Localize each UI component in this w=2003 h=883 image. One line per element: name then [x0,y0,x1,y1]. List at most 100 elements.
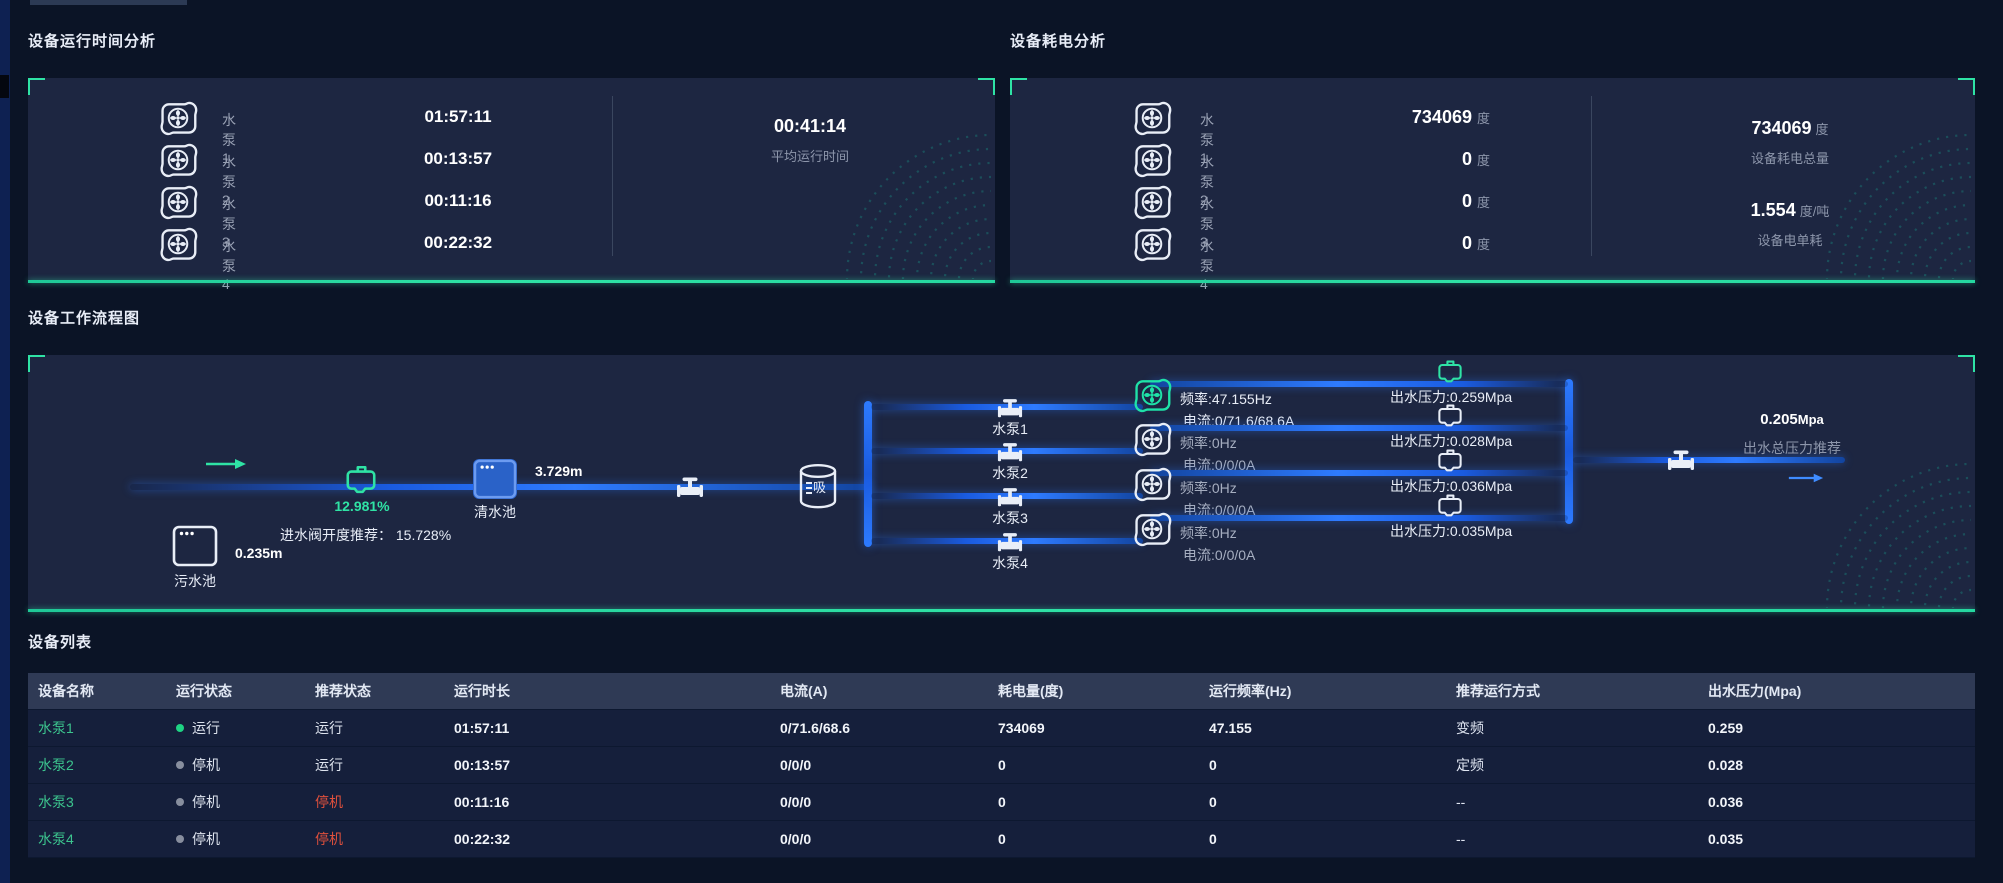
flow-section-title: 设备工作流程图 [28,310,141,327]
outlet-valve-icon [1437,403,1463,427]
unit-cost-label: 设备电单耗 [1757,233,1823,248]
inlet-recommend-value: 15.728% [395,527,452,543]
pump-frequency: 频率:0Hz [1180,480,1237,496]
run-frequency: 0 [1209,794,1217,810]
branch-pump-label: 水泵1 [992,421,1028,437]
panel-bottom-accent [1010,280,1975,283]
table-header-row: 设备名称 运行状态 推荐状态 运行时长 电流(A) 耗电量(度) 运行频率(Hz… [28,673,1975,710]
pump-frequency: 频率:0Hz [1180,525,1237,541]
status-dot-icon [176,798,184,806]
pump-current: 电流:0/0/0A [1183,502,1256,518]
avg-runtime-label: 平均运行时间 [770,149,849,164]
recommend-status: 运行 [315,720,343,736]
sewage-tank-level: 0.235m [235,545,283,561]
pump-icon [1132,182,1172,222]
power-unit: 度 [1476,153,1490,168]
pump-icon [158,224,198,264]
outlet-direction-arrow-icon [1788,472,1824,484]
power-unit-cost-summary: 1.554 度/吨 设备电单耗 [1660,200,1920,249]
divider [1591,96,1592,256]
pump-label: 水泵1 [1200,112,1214,166]
run-frequency: 0 [1209,757,1217,773]
branch-pipe-in [871,493,1143,499]
col-header: 电流(A) [780,683,828,699]
table-row[interactable]: 水泵3 停机 停机 00:11:16 0/0/0 0 0 -- 0.036 [28,784,1975,821]
flow-panel: 12.981% 0.235m 污水池 进水阀开度推荐： 15.728% 清水池 … [28,355,1975,612]
main-valve-icon [676,474,704,498]
table-section-title: 设备列表 [28,634,93,651]
col-header: 运行时长 [454,683,510,699]
top-tab-remnant [30,0,187,5]
branch-pipe-out [1150,425,1568,431]
device-name: 水泵2 [38,757,74,773]
pump-icon [158,182,198,222]
outlet-manifold [1565,379,1573,524]
branch-pipe-in [871,448,1143,454]
current-a: 0/0/0 [780,794,812,810]
branch-valve-icon [997,484,1023,508]
runtime-panel: 水泵1 01:57:11 水泵2 00:13:57 水泵3 00:11:16 水… [28,78,995,292]
power-kwh: 734069 [998,720,1045,736]
table-row[interactable]: 水泵1 运行 运行 01:57:11 0/71.6/68.6 734069 47… [28,710,1975,747]
run-duration: 00:22:32 [454,831,511,847]
col-header: 运行状态 [176,683,232,699]
pump-icon [1132,140,1172,180]
pump-current: 电流:0/0/0A [1183,457,1256,473]
outlet-pressure: 出水压力:0.259Mpa [1390,389,1513,405]
unit-cost-unit: 度/吨 [1799,204,1830,219]
current-a: 0/71.6/68.6 [780,720,851,736]
col-header: 出水压力(Mpa) [1708,683,1802,699]
outlet-total-pressure-unit: Mpa [1797,412,1824,427]
run-status: 停机 [176,829,315,849]
power-value: 0 [1461,191,1472,211]
branch-pump-label: 水泵4 [992,555,1028,571]
pump-icon-running [1132,375,1172,415]
outlet-pressure: 出水压力:0.028Mpa [1390,433,1513,449]
col-header: 设备名称 [38,683,94,699]
runtime-value: 00:22:32 [423,233,493,252]
pump-icon [1132,224,1172,264]
inlet-manifold [864,401,872,547]
status-dot-icon [176,724,184,732]
pump-label: 水泵3 [1200,196,1214,250]
pump-icon [1132,464,1172,504]
status-dot-icon [176,835,184,843]
sewage-tank-icon [172,525,218,567]
recommend-status: 停机 [315,794,343,810]
pump-current: 电流:0/0/0A [1183,547,1256,563]
table-row[interactable]: 水泵4 停机 停机 00:22:32 0/0/0 0 0 -- 0.035 [28,821,1975,858]
divider [612,96,613,256]
flow-direction-arrow-icon [205,458,247,470]
recommend-mode: -- [1456,831,1466,847]
power-unit: 度 [1476,195,1490,210]
clean-tank-icon [473,459,517,499]
outlet-total-pressure: 0.205Mpa [1712,411,1872,428]
status-dot-icon [176,761,184,769]
recommend-mode: -- [1456,794,1466,810]
total-power-unit: 度 [1815,122,1829,137]
outlet-valve-icon [1437,359,1463,383]
panel-bottom-accent [28,609,1975,612]
left-edge-strip [0,0,10,883]
pump-icon [158,140,198,180]
power-value: 734069 [1411,107,1472,127]
inlet-valve-icon [345,464,377,494]
device-name: 水泵1 [38,720,74,736]
unit-cost-value: 1.554 [1750,200,1796,220]
outlet-total-pressure-value: 0.205 [1760,411,1798,428]
table-row[interactable]: 水泵2 停机 运行 00:13:57 0/0/0 0 0 定频 0.028 [28,747,1975,784]
pump-icon [158,98,198,138]
device-table: 设备名称 运行状态 推荐状态 运行时长 电流(A) 耗电量(度) 运行频率(Hz… [28,673,1975,858]
panel-bottom-accent [28,280,995,283]
outlet-pressure: 出水压力:0.035Mpa [1390,523,1513,539]
recommend-status: 停机 [315,831,343,847]
pump-label: 水泵4 [1200,238,1214,292]
branch-pipe-out [1150,381,1568,387]
pump-icon [1132,419,1172,459]
branch-valve-icon [997,439,1023,463]
power-value: 0 [1461,149,1472,169]
outlet-valve-icon [1437,448,1463,472]
branch-valve-icon [997,395,1023,419]
